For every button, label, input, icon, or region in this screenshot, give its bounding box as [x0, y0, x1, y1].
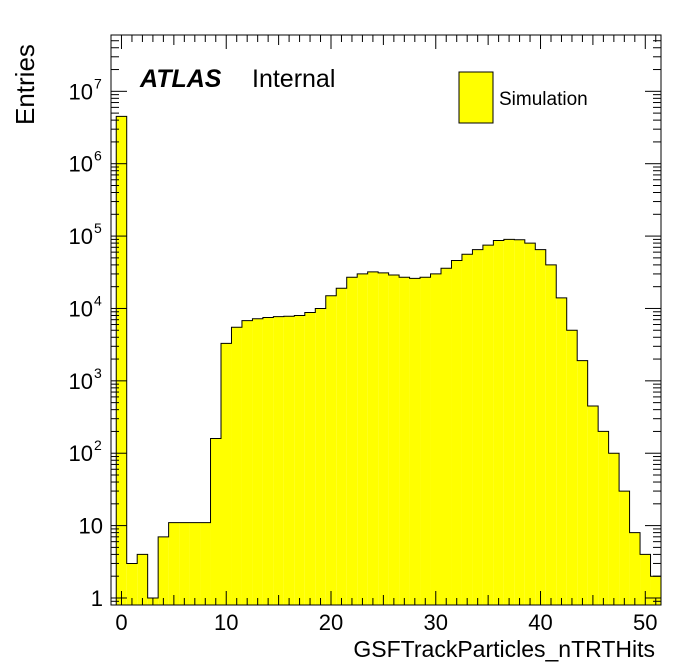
histogram-bin [241, 320, 253, 605]
histogram-bin [221, 343, 232, 605]
y-tick-label: 10 2 [69, 437, 102, 466]
histogram-bin [514, 239, 525, 606]
x-tick-label: 20 [319, 610, 343, 635]
histogram-bin [210, 438, 221, 605]
y-axis-title: Entries [10, 44, 40, 125]
y-tick-base: 10 [69, 224, 93, 249]
x-tick-label: 30 [424, 610, 448, 635]
y-tick-label: 10 7 [69, 75, 102, 104]
histogram-bin [545, 264, 557, 605]
histogram-bin [535, 249, 546, 606]
y-tick-base: 10 [69, 441, 93, 466]
histogram-bin [430, 273, 441, 605]
histogram-bin [441, 268, 452, 605]
y-tick-exponent: 4 [94, 292, 102, 308]
y-tick-exponent: 6 [94, 148, 102, 164]
x-tick-labels: 0 10 20 30 40 50 [115, 610, 657, 635]
histogram-bin [629, 532, 641, 605]
histogram-bin [336, 288, 347, 605]
histogram-bin [357, 273, 368, 605]
y-tick-base: 10 [69, 369, 93, 394]
histogram-bin [577, 360, 588, 605]
y-tick-exponent: 2 [94, 437, 102, 453]
histogram-bin [346, 277, 358, 605]
histogram-bin [482, 245, 494, 606]
histogram-bin [493, 240, 504, 605]
y-tick-label: 10 [79, 514, 103, 539]
y-tick-base: 10 [69, 152, 93, 177]
histogram-bin [262, 317, 274, 605]
histogram-bin [399, 277, 410, 605]
histogram-bin [116, 116, 127, 606]
histogram-bin [524, 243, 536, 605]
histogram-bin [650, 576, 661, 605]
histogram-bin [503, 239, 515, 605]
y-tick-label: 10 6 [69, 148, 102, 177]
histogram-bin [126, 563, 138, 605]
x-axis-title: GSFTrackParticles_nTRTHits [353, 636, 655, 662]
legend-swatch [458, 71, 494, 124]
y-tick-label: 10 3 [69, 365, 102, 394]
histogram-bin [388, 274, 400, 605]
axis-ticks [111, 34, 661, 606]
histogram-bars [115, 115, 662, 606]
y-tick-base: 1 [91, 586, 103, 611]
histogram-bin [200, 522, 211, 605]
histogram-bin [283, 316, 295, 605]
histogram-bin [189, 522, 201, 605]
histogram-bin [158, 536, 169, 605]
histogram-bin [252, 318, 263, 605]
x-tick-label: 50 [633, 610, 657, 635]
histogram-bin [587, 405, 599, 605]
histogram-bin [451, 260, 462, 605]
y-tick-label: 10 5 [69, 220, 102, 249]
histogram-bin [378, 272, 389, 605]
histogram-bin [608, 453, 620, 605]
histogram-bin [168, 522, 180, 605]
histogram-outline [115, 115, 662, 605]
legend-label-simulation: Simulation [499, 89, 588, 110]
histogram-bin [315, 308, 326, 605]
histogram-bin [640, 554, 651, 605]
y-tick-exponent: 3 [94, 365, 102, 381]
y-tick-base: 10 [69, 79, 93, 104]
y-tick-exponent: 7 [94, 75, 102, 91]
histogram-bin [304, 312, 316, 605]
histogram-bin [472, 249, 483, 606]
histogram-bin [273, 316, 284, 605]
histogram-bin [325, 295, 337, 605]
y-tick-label: 10 4 [69, 292, 102, 321]
histogram-bin [367, 271, 379, 605]
x-tick-label: 0 [115, 610, 127, 635]
histogram-bin [179, 522, 190, 605]
histogram-bin [566, 330, 578, 605]
legend: Simulation [458, 71, 588, 124]
x-tick-label: 40 [528, 610, 552, 635]
histogram-bin [598, 431, 609, 605]
histogram-bin [409, 278, 421, 605]
histogram-bin [556, 297, 567, 605]
y-tick-label: 1 [91, 586, 103, 611]
y-tick-base: 10 [79, 514, 103, 539]
y-tick-exponent: 5 [94, 220, 102, 236]
y-tick-base: 10 [69, 296, 93, 321]
histogram-bin [461, 254, 473, 605]
histogram-bin [137, 554, 148, 605]
histogram-bin [420, 277, 431, 605]
atlas-label: ATLAS [139, 65, 222, 93]
histogram-bin [231, 327, 242, 605]
internal-label: Internal [252, 65, 335, 93]
histogram-bin [619, 491, 630, 605]
x-tick-label: 10 [214, 610, 238, 635]
histogram-bin [294, 315, 305, 605]
